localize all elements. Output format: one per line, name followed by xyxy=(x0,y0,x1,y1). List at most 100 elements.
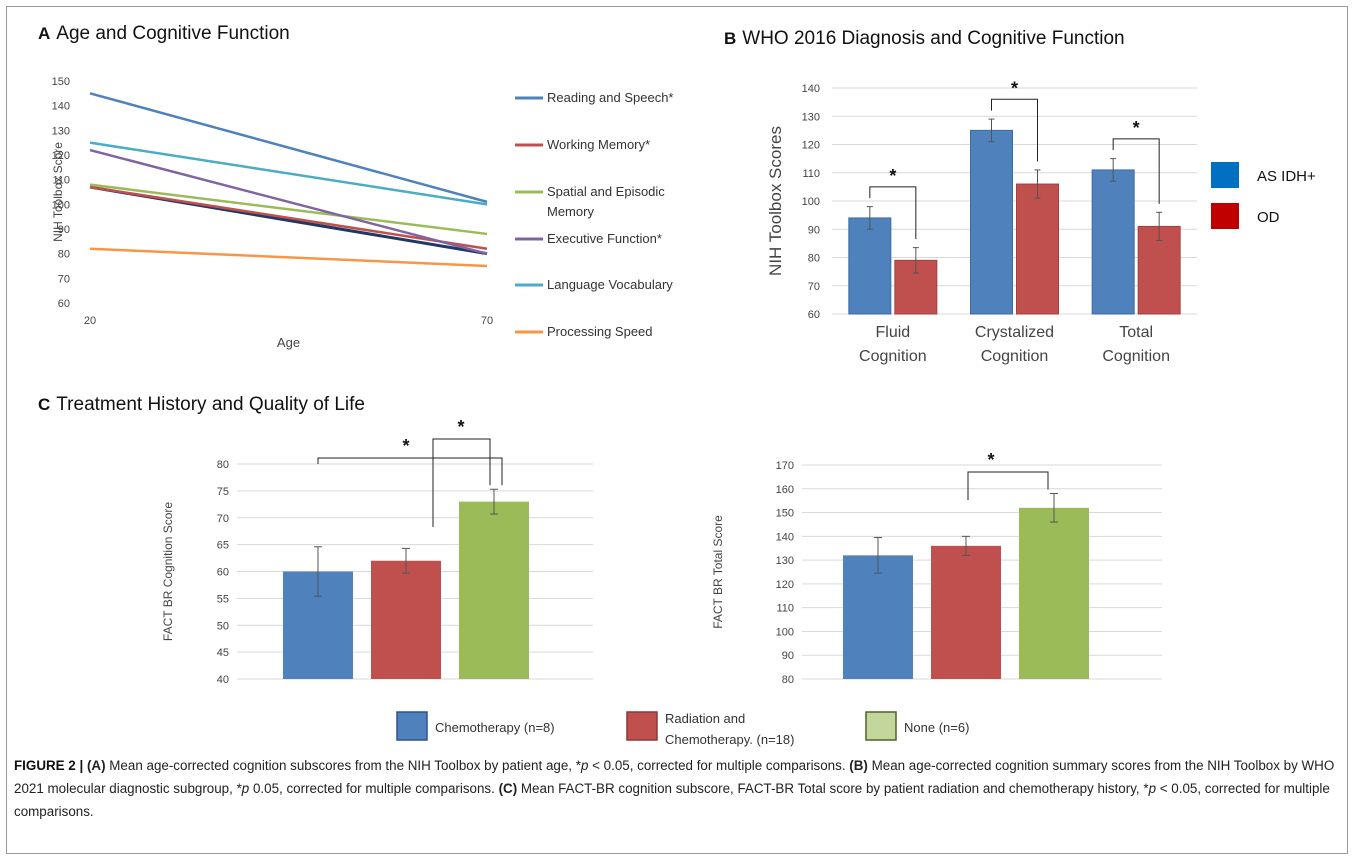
y-tick-label: 120 xyxy=(52,150,70,162)
bar xyxy=(1091,169,1135,315)
legend-swatch xyxy=(396,711,428,741)
panel-c-title: Treatment History and Quality of Life xyxy=(56,394,365,415)
y-tick-label: 70 xyxy=(808,281,820,293)
x-tick-label: 70 xyxy=(481,315,493,327)
caption-text-a-2: < 0.05, corrected for multiple compariso… xyxy=(588,758,850,773)
y-axis-label: FACT BR Total Score xyxy=(711,515,725,629)
bar xyxy=(970,129,1013,315)
y-tick-label: 130 xyxy=(776,555,794,567)
x-axis-label: Age xyxy=(277,335,300,350)
y-tick-label: 140 xyxy=(52,101,70,113)
y-tick-label: 110 xyxy=(776,603,794,615)
significance-star: * xyxy=(457,417,464,437)
legend-label: Executive Function* xyxy=(547,231,662,246)
y-axis-label: NIH Toolbox Scores xyxy=(766,126,785,276)
significance-star: * xyxy=(889,166,896,186)
legend-swatch xyxy=(1211,162,1239,188)
panel-a-title: Age and Cognitive Function xyxy=(56,23,290,44)
bar xyxy=(848,217,892,315)
panel-b-letter: B xyxy=(724,29,737,48)
y-tick-label: 70 xyxy=(58,273,70,285)
bar xyxy=(1016,183,1059,315)
x-tick-label: Crystalized xyxy=(975,324,1054,341)
figure-caption: FIGURE 2 | (A) Mean age-corrected cognit… xyxy=(14,754,1342,823)
bar xyxy=(371,560,441,679)
y-tick-label: 120 xyxy=(802,140,820,152)
y-tick-label: 110 xyxy=(802,168,820,180)
caption-p-a: p xyxy=(580,758,589,773)
legend-label: Radiation and xyxy=(665,711,745,726)
x-tick-label: Cognition xyxy=(859,348,927,365)
y-tick-label: 100 xyxy=(802,196,820,208)
significance-bracket xyxy=(967,471,1049,500)
legend-label: None (n=6) xyxy=(904,720,969,735)
y-tick-label: 80 xyxy=(58,249,70,261)
legend-label: Language Vocabulary xyxy=(547,277,673,292)
y-tick-label: 75 xyxy=(217,486,229,498)
caption-text-b-1: Mean age-corrected cognition summary sco… xyxy=(14,758,1335,796)
y-tick-label: 170 xyxy=(776,460,794,472)
y-tick-label: 60 xyxy=(58,298,70,310)
legend-label: Chemotherapy. (n=18) xyxy=(665,732,794,747)
y-tick-label: 80 xyxy=(808,253,820,265)
legend-label: Processing Speed xyxy=(547,324,653,339)
y-tick-label: 50 xyxy=(217,620,229,632)
x-tick-label: Total xyxy=(1119,324,1153,341)
panel-b-title: WHO 2016 Diagnosis and Cognitive Functio… xyxy=(742,28,1125,49)
y-tick-label: 65 xyxy=(217,540,229,552)
y-tick-label: 140 xyxy=(776,531,794,543)
y-tick-label: 150 xyxy=(52,76,70,88)
chart-a-age-cognition: 60 70 80 90 100 110 120 130 140 150 20 70 Age NIH Too… xyxy=(51,76,674,350)
x-tick-label: Fluid xyxy=(875,324,910,341)
legend-swatch xyxy=(626,711,658,741)
figure-frame xyxy=(6,6,1348,854)
bar xyxy=(459,501,529,679)
legend-label: Working Memory* xyxy=(547,137,650,152)
y-tick-label: 100 xyxy=(776,626,794,638)
panel-a-heading: A Age and Cognitive Function xyxy=(38,23,290,45)
y-tick-label: 70 xyxy=(217,513,229,525)
x-tick-label: Cognition xyxy=(1102,348,1170,365)
caption-ref-c: (C) xyxy=(498,781,518,796)
x-tick-label: Cognition xyxy=(981,348,1049,365)
legend-label: Chemotherapy (n=8) xyxy=(435,720,555,735)
significance-star: * xyxy=(1133,118,1140,138)
legend-label: Spatial and Episodic Memory xyxy=(547,184,665,219)
caption-p-c: p xyxy=(1148,781,1157,796)
significance-bracket xyxy=(869,186,917,240)
significance-bracket xyxy=(991,98,1038,162)
y-tick-label: 150 xyxy=(776,508,794,520)
significance-bracket xyxy=(317,457,503,486)
panel-c-heading: C Treatment History and Quality of Life xyxy=(38,394,365,416)
caption-text-c-2: < 0.05, corrected for multiple compariso… xyxy=(14,781,1330,819)
series-line xyxy=(89,92,488,204)
y-tick-label: 110 xyxy=(52,175,70,187)
x-tick-label: 20 xyxy=(84,315,96,327)
y-axis-label: FACT BR Cognition Score xyxy=(161,502,175,641)
series-line xyxy=(89,141,488,206)
panel-a-letter: A xyxy=(38,24,51,43)
series-line xyxy=(89,185,488,250)
y-tick-label: 130 xyxy=(802,111,820,123)
caption-figure-label: FIGURE 2 | xyxy=(14,758,84,773)
caption-ref-b: (B) xyxy=(849,758,868,773)
y-tick-label: 45 xyxy=(217,647,229,659)
y-tick-label: 80 xyxy=(217,459,229,471)
legend-label: OD xyxy=(1257,209,1280,226)
y-tick-label: 90 xyxy=(808,224,820,236)
chart-c-cognition-score: 40 45 50 55 60 65 70 75 80 FACT BR Cognition Scor… xyxy=(161,417,593,686)
panel-c-legend: Chemotherapy (n=8) Radiation and Chemother… xyxy=(396,711,969,747)
chart-c-total-score: 80 90 100 110 120 130 140 150 160 170 FACT BR Tota… xyxy=(711,450,1162,686)
bar xyxy=(1019,507,1089,679)
y-tick-label: 160 xyxy=(776,484,794,496)
significance-bracket xyxy=(1112,138,1160,204)
caption-p-b: p xyxy=(241,781,250,796)
significance-star: * xyxy=(1011,78,1018,98)
series-line xyxy=(89,183,488,236)
y-tick-label: 100 xyxy=(52,199,70,211)
caption-ref-a: (A) xyxy=(86,758,106,773)
caption-text-c-1: Mean FACT-BR cognition subscore, FACT-BR… xyxy=(517,781,1149,796)
y-tick-label: 90 xyxy=(58,224,70,236)
bar xyxy=(931,545,1001,679)
legend-swatch xyxy=(865,711,897,741)
